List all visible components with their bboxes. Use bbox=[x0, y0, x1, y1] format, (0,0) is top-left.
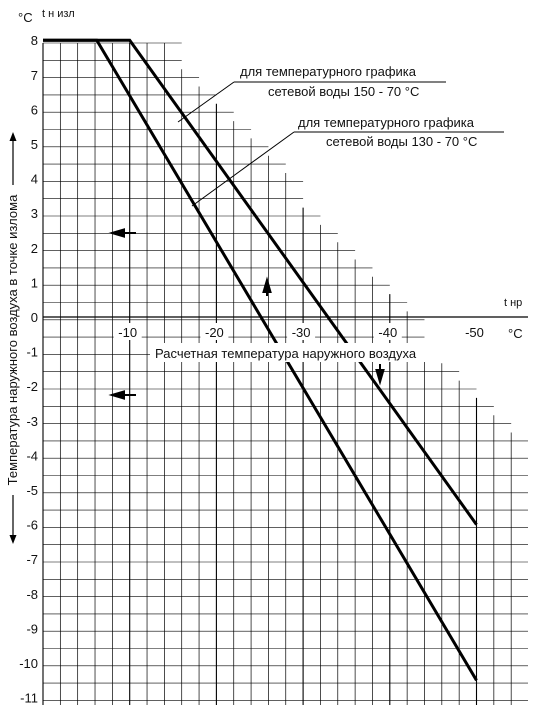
x-tick-label: -50 bbox=[465, 325, 484, 340]
series-label-130-line2: сетевой воды 130 - 70 °С bbox=[326, 134, 477, 149]
y-tick-bg bbox=[24, 32, 42, 48]
y-tick-label: 7 bbox=[31, 68, 38, 83]
y-tick-label: 3 bbox=[31, 206, 38, 221]
y-tick-label: 4 bbox=[31, 172, 38, 187]
series-line-1 bbox=[43, 38, 478, 682]
y-tick-label: 0 bbox=[31, 310, 38, 325]
series-label-150-leader bbox=[177, 81, 235, 123]
y-tick-bg bbox=[24, 516, 42, 532]
y-tick-bg bbox=[24, 482, 42, 497]
y-unit-label: °C bbox=[18, 10, 33, 25]
arrow-up-icon bbox=[262, 276, 272, 296]
y-tick-bg bbox=[24, 585, 42, 601]
y-tick-label: -3 bbox=[26, 414, 38, 429]
x-tick-bg bbox=[287, 323, 316, 340]
y-tick-bg bbox=[24, 620, 42, 636]
y-symbol: t н изл bbox=[42, 8, 75, 20]
y-tick-bg bbox=[24, 170, 42, 186]
y-tick-label: -9 bbox=[26, 621, 38, 636]
x-tick-bg bbox=[200, 323, 229, 340]
x-symbol: t нр bbox=[504, 297, 522, 309]
y-axis-title: Температура наружного воздуха в точке из… bbox=[5, 194, 20, 485]
series-label-130-leader bbox=[191, 131, 295, 207]
series-label-130-line1: для температурного графика bbox=[298, 115, 475, 130]
y-tick-label: -1 bbox=[26, 345, 38, 360]
arrow-down-icon bbox=[375, 364, 385, 386]
reading-arrows bbox=[108, 228, 385, 400]
x-tick-label: -20 bbox=[205, 325, 224, 340]
y-tick-label: -7 bbox=[26, 552, 38, 567]
x-tick-bg bbox=[373, 323, 402, 340]
y-tick-bg bbox=[24, 205, 42, 221]
y-tick-bg bbox=[24, 309, 42, 324]
y-tick-label: -4 bbox=[26, 448, 38, 463]
series-label-150-line1: для температурного графика bbox=[240, 64, 417, 79]
x-tick-bg bbox=[113, 323, 142, 340]
y-tick-bg bbox=[24, 101, 42, 117]
x-tick-label: -10 bbox=[118, 325, 137, 340]
arrow-left-lower-icon bbox=[108, 390, 136, 400]
arrow-left-upper-icon bbox=[108, 228, 136, 238]
y-title-arrowhead-up-icon bbox=[9, 132, 17, 141]
y-tick-label: -10 bbox=[19, 656, 38, 671]
y-tick-label: -2 bbox=[26, 379, 38, 394]
x-unit-label: °C bbox=[508, 326, 523, 341]
tick-labels: 8 7 6 5 4 3 2 1 0 -1 -2 -3 -4 -5 -6 -7 -8 -9 -10 -11 -10 -20 -… bbox=[19, 32, 489, 706]
x-title-bg bbox=[150, 343, 450, 362]
y-tick-label: 6 bbox=[31, 102, 38, 117]
y-tick-label: -6 bbox=[26, 518, 38, 533]
series-label-130-70: для температурного графика сетевой воды … bbox=[191, 112, 506, 207]
y-tick-label: 1 bbox=[31, 275, 38, 290]
y-axis-title-group: Температура наружного воздуха в точке из… bbox=[4, 144, 20, 536]
y-tick-bg bbox=[24, 66, 42, 82]
y-tick-label: 5 bbox=[31, 137, 38, 152]
y-tick-bg bbox=[24, 274, 42, 290]
grid bbox=[42, 42, 528, 705]
y-tick-bg bbox=[24, 551, 42, 567]
y-tick-bg bbox=[24, 378, 42, 394]
x-tick-bg bbox=[460, 323, 489, 340]
series-lines bbox=[43, 38, 478, 682]
y-tick-label: -5 bbox=[26, 483, 38, 498]
y-tick-bg bbox=[24, 447, 42, 463]
y-title-arrowhead-down-icon bbox=[9, 535, 17, 544]
x-tick-label: -30 bbox=[292, 325, 311, 340]
x-axis-title: Расчетная температура наружного воздуха bbox=[155, 346, 417, 361]
y-tick-bg bbox=[24, 343, 42, 359]
y-tick-label: 8 bbox=[31, 33, 38, 48]
series-label-150-70: для температурного графика сетевой воды … bbox=[177, 62, 448, 123]
y-tick-label: -8 bbox=[26, 587, 38, 602]
y-tick-bg bbox=[24, 655, 42, 670]
y-tick-label: 2 bbox=[31, 241, 38, 256]
y-tick-bg bbox=[24, 239, 42, 255]
x-tick-label: -40 bbox=[378, 325, 397, 340]
y-tick-label: -11 bbox=[20, 691, 38, 706]
y-tick-bg bbox=[24, 689, 42, 705]
y-tick-bg bbox=[24, 136, 42, 151]
y-tick-bg bbox=[24, 412, 42, 428]
series-label-150-line2: сетевой воды 150 - 70 °С bbox=[268, 84, 419, 99]
